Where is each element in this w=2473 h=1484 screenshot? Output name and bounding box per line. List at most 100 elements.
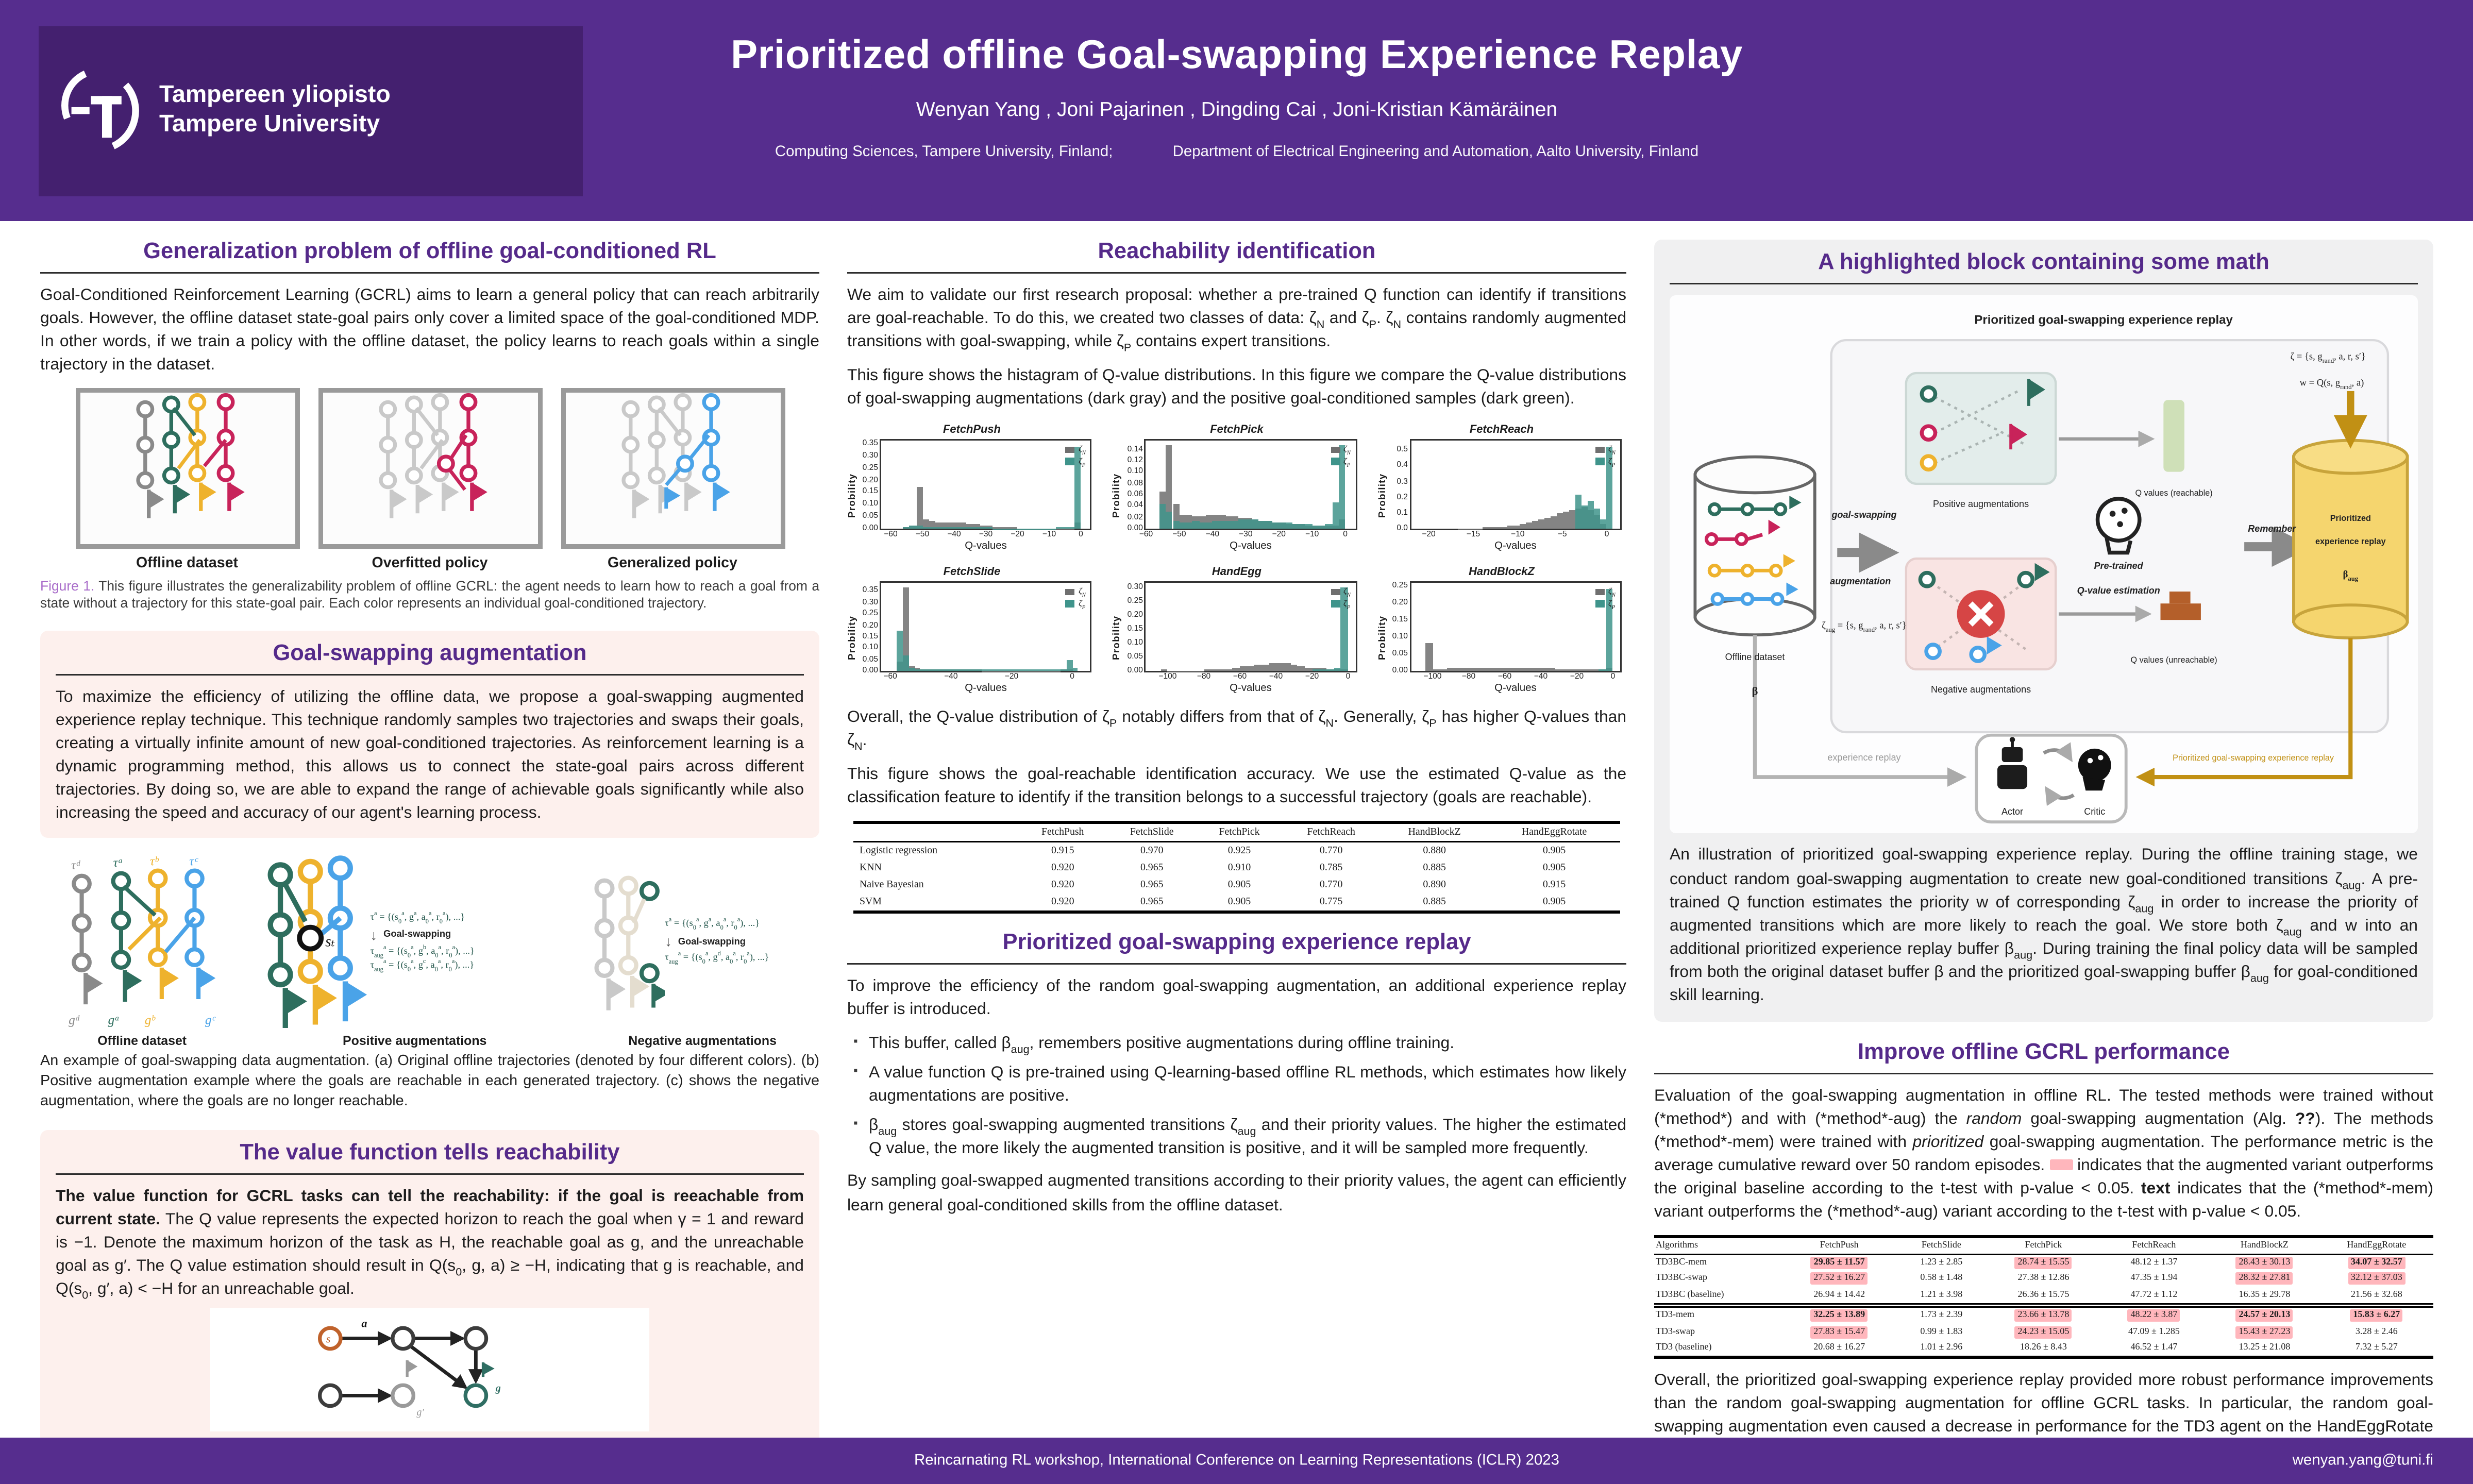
chart-title: FetchPush xyxy=(943,422,1001,436)
affiliation-2: Department of Electrical Engineering and… xyxy=(1172,144,1699,161)
figure1-caption-lead: Figure 1. xyxy=(40,577,95,593)
y-tick-label: 0.08 xyxy=(1127,479,1143,488)
performance-table-wrap: Algorithms FetchPush FetchSlide FetchPick Fe… xyxy=(1654,1235,2433,1359)
label-experience-replay: experience replay xyxy=(1827,754,1901,764)
hist-bar xyxy=(951,669,957,671)
hist-bar xyxy=(945,669,951,671)
qvalue-histograms: FetchPush Probility ζN ζP 0.00 0.05 0.10 0.15 0.… xyxy=(847,422,1626,694)
x-tick-label: −40 xyxy=(944,672,958,682)
x-tick-label: 0 xyxy=(1079,530,1083,540)
eval-seg3: ). The methods (*method*-mem) were train… xyxy=(1654,1109,2434,1152)
y-tick-label: 0.05 xyxy=(862,512,878,521)
bullet-3: βaug stores goal-swapping augmented tran… xyxy=(853,1114,1626,1160)
hist-bar xyxy=(1189,670,1197,671)
hist-bar xyxy=(1576,669,1584,671)
plot-area: ζN ζP 0.00 0.05 0.10 0.15 0.20 0.25 0.30 0.35 −60 −… xyxy=(863,439,1092,539)
x-tick-label: −40 xyxy=(1205,530,1220,540)
x-tick-label: −20 xyxy=(1305,672,1319,682)
hist-bar xyxy=(1575,495,1582,529)
plot-area: ζN ζP 0.00 0.02 0.04 0.06 0.08 0.10 0.12 0.14 −60 −… xyxy=(1128,439,1357,539)
table-cell: 0.965 xyxy=(1140,880,1164,891)
hist-bar xyxy=(1196,670,1204,671)
reachability-p1: We aim to validate our first research pr… xyxy=(847,286,1627,355)
section-body: To maximize the efficiency of utilizing … xyxy=(56,688,804,823)
table-cell: 32.25 ± 13.89 xyxy=(1784,1303,1895,1324)
hist-bar xyxy=(1272,522,1279,529)
hist-bar xyxy=(1476,528,1483,529)
eval-seg5: indicates that the augmented variant out… xyxy=(1654,1156,2433,1198)
legend-swatch xyxy=(1065,446,1075,454)
hist-bar xyxy=(916,487,922,529)
chart-title: FetchSlide xyxy=(943,564,1001,579)
gs-figure-labels: Offline dataset Positive augmentations N… xyxy=(40,1033,819,1049)
cell-value: 13.25 ± 21.08 xyxy=(2239,1343,2291,1353)
pink-highlight-swatch xyxy=(2049,1159,2073,1170)
y-tick-label: 0.1 xyxy=(1397,508,1408,518)
y-tick-label: 0.30 xyxy=(862,598,878,608)
cell-value: 28.32 ± 27.81 xyxy=(2235,1273,2294,1286)
hist-bar xyxy=(1199,522,1206,529)
hist-bar xyxy=(929,527,935,529)
eval-seg4: goal-swapping augmentation. The performa… xyxy=(1654,1133,2433,1175)
hist-bar xyxy=(987,669,994,671)
hist-bar xyxy=(1494,527,1501,529)
y-tick-label: 0.14 xyxy=(1127,445,1143,454)
figure1-caption-text: This figure illustrates the generalizabi… xyxy=(40,577,820,612)
row-label: TD3BC-mem xyxy=(1656,1258,1707,1268)
x-tick-label: −10 xyxy=(1042,530,1056,540)
section-title: Improve offline GCRL performance xyxy=(1858,1040,2230,1065)
tau-c-label: τᶜ xyxy=(189,855,198,869)
x-axis-label: Q-values xyxy=(1494,683,1537,695)
cell-value: 24.57 ± 20.13 xyxy=(2235,1309,2294,1322)
hist-bar xyxy=(1461,667,1469,671)
hist-bar xyxy=(1166,512,1173,529)
section-title: Reachability identification xyxy=(1098,240,1376,264)
eval-italic-prioritized: prioritized xyxy=(1912,1133,1984,1152)
hist-bar xyxy=(1504,667,1512,671)
eval-bold-text: text xyxy=(2141,1179,2171,1198)
col-header: FetchSlide xyxy=(1106,822,1197,843)
legend-entry: ζP xyxy=(1065,457,1086,468)
heading-rule xyxy=(847,963,1626,965)
y-tick-label: 0.35 xyxy=(862,439,878,448)
hist-bar xyxy=(998,528,1005,529)
table-row: TD3-swap 27.83 ± 15.47 0.99 ± 1.83 24.23 ± … xyxy=(1654,1324,2433,1340)
hist-bar xyxy=(979,527,986,529)
tau-a-label: τᵃ xyxy=(113,855,123,870)
col-header: FetchPick xyxy=(1988,1236,2099,1255)
formula-zeta-aug: ζaug = {s, grand, a, r, s′} xyxy=(1822,621,1907,634)
legend-label: ζP xyxy=(1608,599,1616,611)
hist-bar xyxy=(1030,669,1036,671)
x-tick-label: −80 xyxy=(1461,672,1476,682)
section-generalization: Generalization problem of offline goal-c… xyxy=(40,240,819,614)
cell-value: 15.43 ± 27.23 xyxy=(2235,1325,2294,1338)
hist-bar xyxy=(1305,524,1313,529)
section-reachability: Reachability identification We aim to va… xyxy=(847,240,1626,914)
y-tick-label: 0.06 xyxy=(1127,490,1143,500)
table-cell: 47.35 ± 1.94 xyxy=(2099,1271,2210,1287)
table-cell: 28.32 ± 27.81 xyxy=(2209,1271,2320,1287)
figure1-label-generalized: Generalized policy xyxy=(608,555,737,572)
x-tick-label: −10 xyxy=(1305,530,1319,540)
legend-label: ζN xyxy=(1079,587,1086,599)
x-tick-label: −60 xyxy=(1233,672,1247,682)
figure1-generalized-policy xyxy=(560,388,785,549)
table-cell: 0.885 xyxy=(1423,863,1446,874)
overfitted-policy-graph xyxy=(323,393,537,544)
hist-bar xyxy=(1326,669,1334,671)
label-pretrained-2: Q-value estimation xyxy=(2077,586,2160,596)
table-cell: 27.52 ± 16.27 xyxy=(1784,1271,1895,1287)
y-tick-label: 0.25 xyxy=(1127,596,1143,606)
goal-swapping-label: Goal-swapping xyxy=(678,936,746,948)
poster-authors: Wenyan Yang , Joni Pajarinen , Dingding … xyxy=(916,97,1558,121)
hist-bar xyxy=(967,526,973,529)
hist-bar xyxy=(1325,524,1332,529)
gs-offline-dataset-box: τᵈ τᵃ τᵇ τᶜ gᵈ gᵃ xyxy=(40,854,244,1028)
bullet-2: A value function Q is pre-trained using … xyxy=(853,1063,1626,1108)
x-tick-label: −60 xyxy=(1498,672,1512,682)
label-critic: Critic xyxy=(2084,807,2106,817)
section-highlighted-math: A highlighted block containing some math xyxy=(1654,240,2433,1022)
figure1-label-offline: Offline dataset xyxy=(136,555,238,572)
y-tick-label: 0.20 xyxy=(862,620,878,630)
x-tick-label: −30 xyxy=(979,530,993,540)
